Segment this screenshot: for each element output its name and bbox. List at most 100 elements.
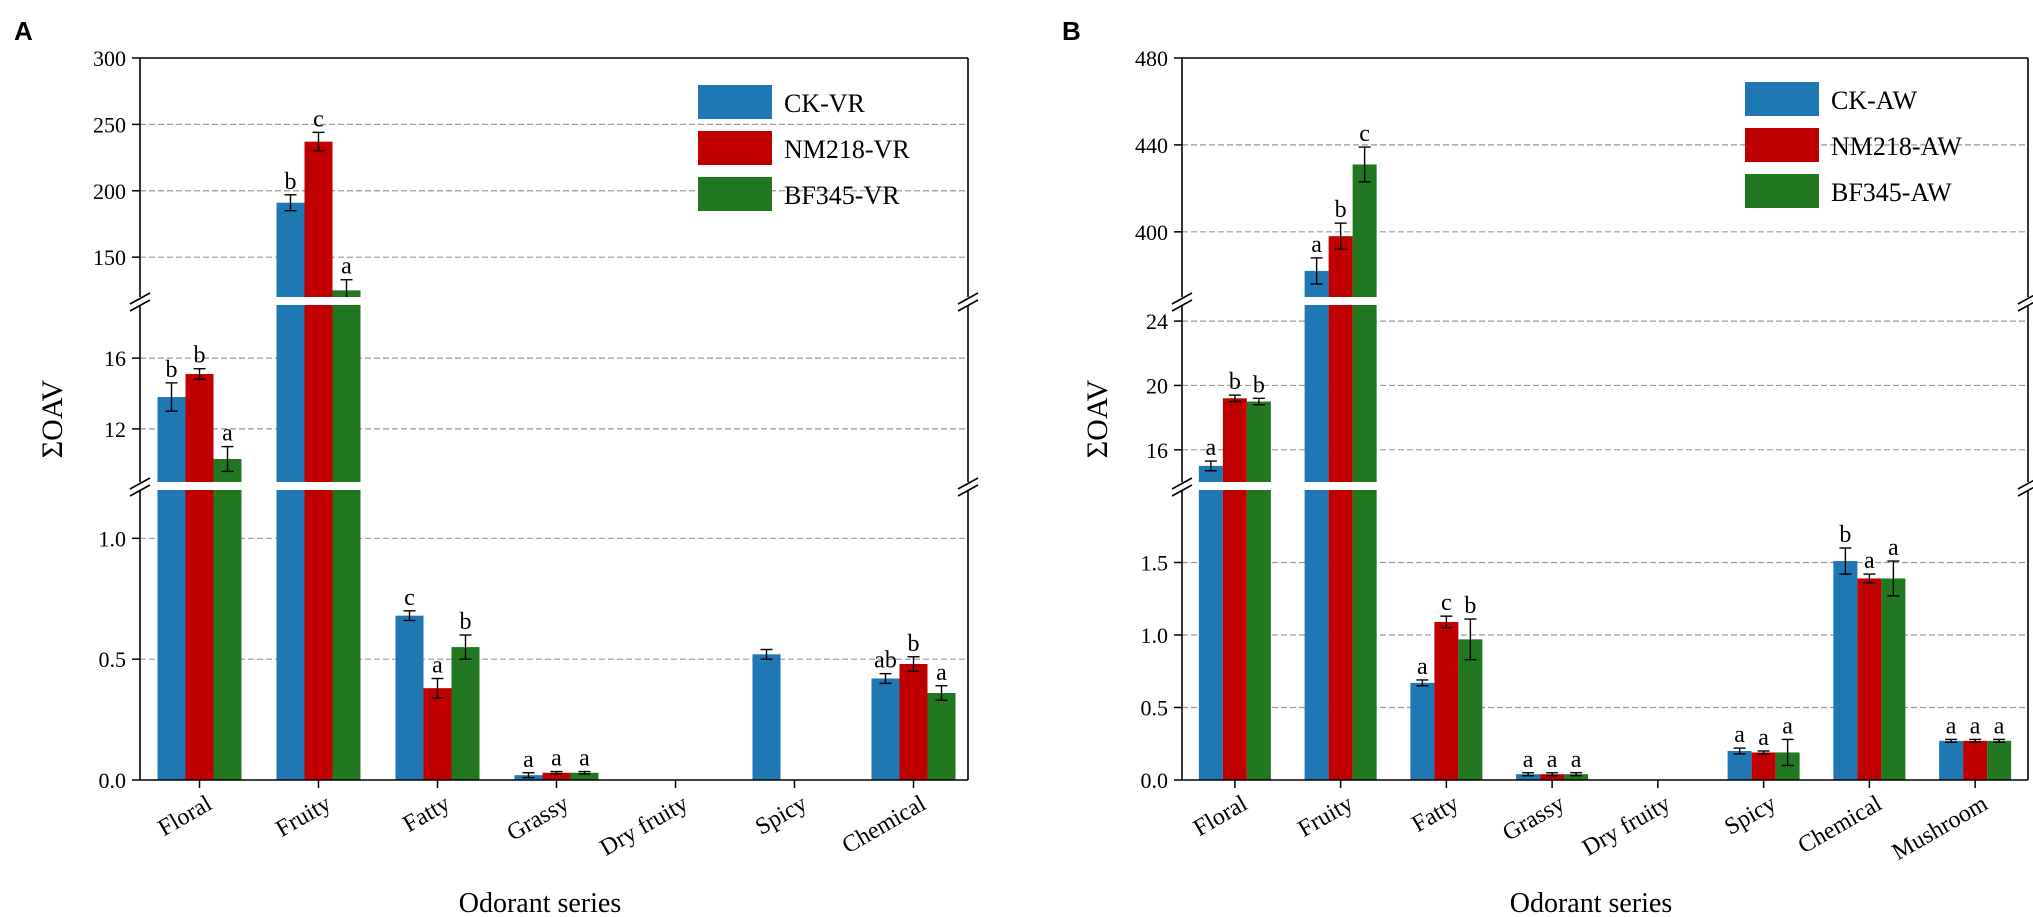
x-tick-label: Spicy: [751, 791, 811, 841]
break-mark: [2017, 301, 2033, 312]
x-tick-label: Mushroom: [1888, 791, 1993, 866]
bar: [423, 688, 452, 780]
bar: [332, 290, 361, 780]
y-axis-title: ΣOAV: [1081, 379, 1114, 458]
y-tick-label: 1.0: [1141, 623, 1169, 648]
legend-label: CK-AW: [1831, 86, 1917, 115]
y-tick-label: 16: [1146, 438, 1168, 463]
bar: [1939, 740, 1964, 780]
significance-letter: a: [1946, 713, 1957, 739]
significance-letter: a: [1571, 747, 1582, 773]
bar: [1198, 465, 1223, 780]
bar: [1352, 164, 1377, 781]
significance-letter: c: [313, 106, 324, 132]
x-tick-label: Fruity: [1294, 791, 1358, 843]
y-tick-label: 200: [93, 179, 126, 204]
x-tick-label: Spicy: [1720, 791, 1780, 841]
bar: [1751, 752, 1776, 780]
bar: [752, 654, 781, 780]
legend-swatch: [1745, 174, 1819, 208]
bar: [451, 647, 480, 780]
y-tick-label: 16: [104, 346, 126, 371]
bar: [1833, 561, 1858, 780]
bar: [1222, 398, 1247, 780]
significance-letter: b: [460, 609, 472, 635]
y-axis-title: ΣOAV: [36, 379, 69, 458]
y-tick-label: 0.0: [99, 768, 127, 793]
bar: [899, 664, 928, 780]
significance-letter: a: [1970, 713, 1981, 739]
significance-letter: ab: [874, 648, 897, 674]
significance-letter: a: [1206, 435, 1217, 461]
bar: [1458, 639, 1483, 780]
bar: [871, 678, 900, 780]
significance-letter: a: [579, 746, 590, 772]
break-mark: [2017, 479, 2033, 490]
y-tick-label: 24: [1146, 309, 1168, 334]
y-tick-label: 300: [93, 46, 126, 71]
significance-letter: a: [1734, 722, 1745, 748]
x-tick-label: Fatty: [1408, 791, 1464, 838]
significance-letter: b: [1229, 369, 1241, 395]
y-tick-label: 440: [1135, 133, 1168, 158]
panel-A: A0.00.51.01216150200250300bbaFloralbcaFr…: [14, 16, 979, 917]
bar: [213, 458, 242, 780]
significance-letter: c: [1359, 121, 1370, 147]
bar: [570, 772, 599, 780]
legend-label: NM218-VR: [784, 135, 910, 164]
significance-letter: c: [1441, 590, 1452, 616]
break-mark: [1171, 477, 1193, 490]
significance-letter: a: [1758, 725, 1769, 751]
x-tick-label: Fruity: [272, 791, 336, 843]
x-axis-title: Odorant series: [1510, 888, 1673, 917]
significance-letter: a: [1864, 548, 1875, 574]
legend-label: BF345-AW: [1831, 178, 1952, 207]
x-tick-label: Fatty: [399, 791, 455, 838]
significance-letter: a: [1888, 535, 1899, 561]
significance-letter: b: [1464, 593, 1476, 619]
legend-swatch: [1745, 128, 1819, 162]
break-mark: [957, 299, 979, 312]
bar: [1963, 740, 1988, 780]
break-mark: [1171, 484, 1193, 497]
axis-break-gap: [130, 297, 978, 305]
significance-letter: a: [341, 254, 352, 280]
bar: [1881, 578, 1906, 780]
bar: [395, 615, 424, 780]
x-tick-label: Chemical: [1794, 791, 1887, 860]
y-tick-label: 0.5: [1141, 696, 1169, 721]
break-mark: [129, 299, 151, 312]
bar: [1564, 774, 1589, 780]
significance-letter: b: [1253, 372, 1265, 398]
bar: [1434, 621, 1459, 780]
legend-swatch: [698, 177, 772, 211]
panel-label: B: [1062, 16, 1081, 46]
y-tick-label: 1.0: [99, 526, 127, 551]
break-mark: [2017, 486, 2033, 497]
x-tick-label: Dry fruity: [596, 791, 693, 862]
bar: [304, 141, 333, 780]
bar: [1246, 401, 1271, 780]
x-tick-label: Grassy: [1498, 791, 1569, 847]
break-mark: [1171, 299, 1193, 312]
bar: [542, 772, 571, 780]
significance-letter: a: [523, 747, 534, 773]
x-tick-label: Floral: [154, 791, 217, 842]
legend-label: NM218-AW: [1831, 132, 1962, 161]
axis-break-gap: [1172, 482, 2033, 490]
significance-letter: a: [1417, 654, 1428, 680]
bar: [1727, 751, 1752, 780]
bar: [185, 374, 214, 780]
x-tick-label: Chemical: [838, 791, 931, 860]
significance-letter: b: [908, 631, 920, 657]
bar: [1304, 270, 1329, 780]
y-tick-label: 250: [93, 112, 126, 137]
significance-letter: b: [1839, 522, 1851, 548]
break-mark: [957, 292, 979, 305]
x-tick-label: Floral: [1189, 791, 1252, 842]
y-tick-label: 1.5: [1141, 551, 1169, 576]
legend-label: BF345-VR: [784, 181, 900, 210]
significance-letter: a: [1782, 713, 1793, 739]
